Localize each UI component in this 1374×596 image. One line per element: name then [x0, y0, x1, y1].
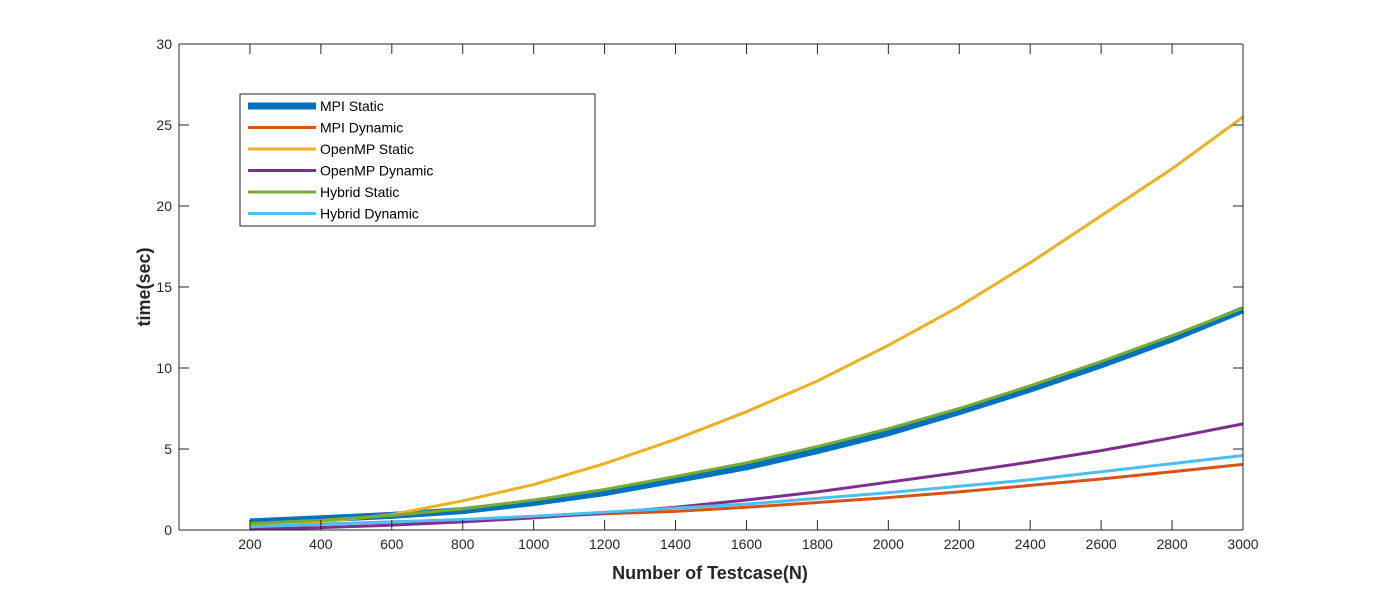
y-axis-title: time(sec) [134, 247, 154, 326]
y-tick-label: 5 [164, 441, 172, 457]
legend-label: OpenMP Dynamic [320, 163, 433, 179]
y-tick-label: 25 [156, 117, 172, 133]
x-tick-label: 2000 [873, 536, 904, 552]
legend-label: MPI Dynamic [320, 120, 403, 136]
x-tick-label: 400 [309, 536, 333, 552]
x-axis-title: Number of Testcase(N) [612, 563, 808, 583]
x-tick-label: 1400 [660, 536, 691, 552]
x-tick-label: 800 [451, 536, 475, 552]
x-tick-label: 1200 [589, 536, 620, 552]
x-tick-label: 200 [238, 536, 262, 552]
y-tick-label: 0 [164, 522, 172, 538]
legend: MPI Static MPI Dynamic OpenMP Static OpenMP… [239, 93, 596, 227]
x-tick-label: 2600 [1086, 536, 1117, 552]
y-tick-label: 10 [156, 360, 172, 376]
y-tick-label: 15 [156, 279, 172, 295]
x-tick-label: 3000 [1227, 536, 1258, 552]
series-line-openmp-dynamic [249, 422, 1244, 531]
series-line-openmp-static [249, 115, 1244, 527]
legend-label: Hybrid Dynamic [320, 206, 419, 222]
y-tick-label: 20 [156, 198, 172, 214]
series-line-hybrid-dynamic [249, 454, 1244, 529]
x-tick-label: 2800 [1156, 536, 1187, 552]
legend-label: OpenMP Static [320, 141, 414, 157]
legend-box [239, 93, 596, 227]
x-tick-label: 1800 [802, 536, 833, 552]
y-tick-label: 30 [156, 36, 172, 52]
axes-layer: 200 400 600 800 1000 1200 1400 1600 1800 2000 2200… [156, 36, 1258, 552]
legend-label: MPI Static [320, 98, 384, 114]
series-line-hybrid-static [249, 306, 1244, 525]
x-tick-label: 2200 [944, 536, 975, 552]
x-tick-label: 1600 [731, 536, 762, 552]
legend-label: Hybrid Static [320, 184, 399, 200]
x-tick-label: 2400 [1015, 536, 1046, 552]
x-tick-label: 1000 [518, 536, 549, 552]
series-layer [249, 115, 1245, 531]
x-tick-label: 600 [380, 536, 404, 552]
